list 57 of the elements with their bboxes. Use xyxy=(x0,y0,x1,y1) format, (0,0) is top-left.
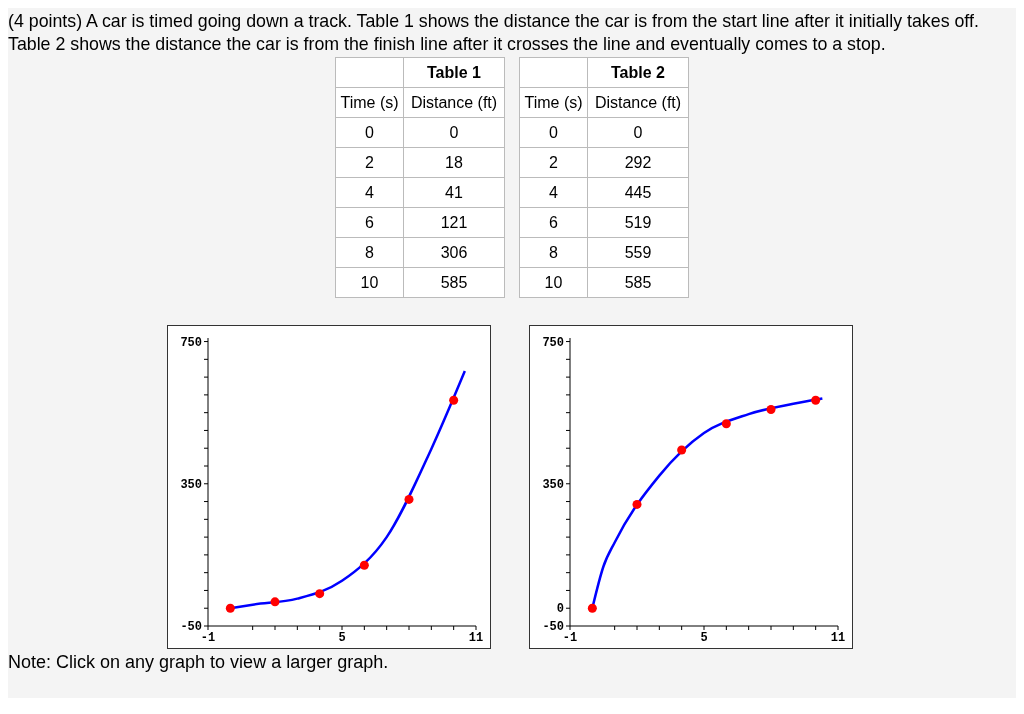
x-tick-label: 5 xyxy=(700,630,708,645)
y-tick-label: 750 xyxy=(180,335,202,350)
data-label: 519 xyxy=(587,207,689,238)
point xyxy=(766,404,776,414)
data-label: 121 xyxy=(403,207,505,238)
y-tick-label: 8 xyxy=(519,237,588,268)
x-tick-label: Distance (ft) xyxy=(403,87,505,118)
y-tick-label: 0 xyxy=(519,117,588,148)
data-label: 18 xyxy=(403,147,505,178)
x-tick-label: 5 xyxy=(338,630,346,645)
x-tick-label: 11 xyxy=(830,630,846,645)
x-tick-label: -1 xyxy=(200,630,216,645)
point xyxy=(404,494,414,504)
text: (4 points) A car is timed going down a track. Table 1 shows the distance the car is from the start line after it initially takes off. Table 2 shows the distance the car is from the finish line after it crosses the line and eventually comes to a stop. xyxy=(8,10,980,56)
data-label: 41 xyxy=(403,177,505,208)
y-tick-label: 4 xyxy=(335,177,404,208)
data-label: 585 xyxy=(587,267,689,298)
x-tick-label: -1 xyxy=(562,630,578,645)
x-tick-label: Distance (ft) xyxy=(587,87,689,118)
y-tick-label: 350 xyxy=(180,478,202,493)
y-tick-label: 2 xyxy=(519,147,588,178)
point xyxy=(721,419,731,429)
data-label: 0 xyxy=(403,117,505,148)
y-tick-label: 4 xyxy=(519,177,588,208)
point xyxy=(632,499,642,509)
point xyxy=(587,603,597,613)
point xyxy=(270,597,280,607)
y-tick-label: 2 xyxy=(335,147,404,178)
point xyxy=(811,395,821,405)
chart-title: Table 2 xyxy=(587,57,689,88)
y-axis-title: Time (s) xyxy=(519,87,588,118)
y-tick-label: 0 xyxy=(556,602,564,617)
y-tick-label: 6 xyxy=(335,207,404,238)
y-tick-label: 6 xyxy=(519,207,588,238)
data-label: 0 xyxy=(587,117,689,148)
data-label: 585 xyxy=(403,267,505,298)
y-tick-label: -50 xyxy=(542,620,564,635)
y-tick-label: 350 xyxy=(542,478,564,493)
text: Note: Click on any graph to view a larger graph. xyxy=(8,652,389,673)
y-axis-title: Time (s) xyxy=(335,87,404,118)
y-tick-label: 750 xyxy=(542,335,564,350)
y-tick-label: 10 xyxy=(335,267,404,298)
point xyxy=(315,589,325,599)
data-label: 306 xyxy=(403,237,505,268)
point xyxy=(449,395,459,405)
y-tick-label: -50 xyxy=(180,620,202,635)
y-tick-label: 10 xyxy=(519,267,588,298)
chart-title: Table 1 xyxy=(403,57,505,88)
y-tick-label: 8 xyxy=(335,237,404,268)
data-label: 559 xyxy=(587,237,689,268)
data-label: 445 xyxy=(587,177,689,208)
y-tick-label: 0 xyxy=(335,117,404,148)
point xyxy=(225,603,235,613)
point xyxy=(677,445,687,455)
point xyxy=(359,560,369,570)
data-label: 292 xyxy=(587,147,689,178)
x-tick-label: 11 xyxy=(468,630,484,645)
